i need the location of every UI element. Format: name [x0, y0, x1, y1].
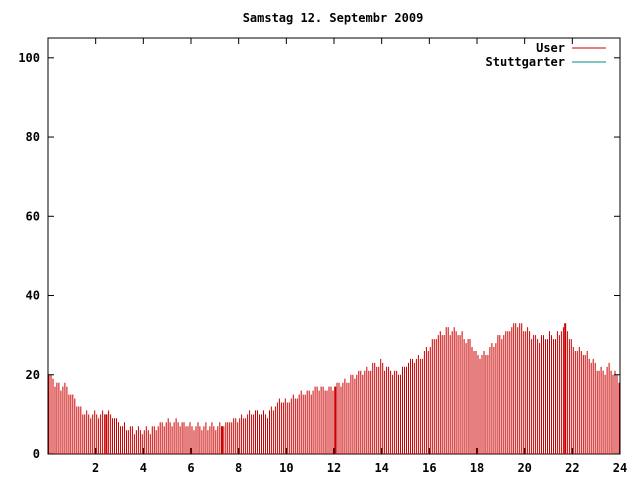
x-tick-label: 20: [517, 461, 531, 475]
legend-label-user: User: [536, 41, 565, 55]
x-tick-label: 2: [92, 461, 99, 475]
x-tick-label: 10: [279, 461, 293, 475]
x-tick-label: 8: [235, 461, 242, 475]
x-tick-label: 22: [565, 461, 579, 475]
legend-label-stuttgarter: Stuttgarter: [486, 55, 565, 69]
y-tick-label: 100: [18, 51, 40, 65]
x-tick-label: 12: [327, 461, 341, 475]
x-tick-label: 16: [422, 461, 436, 475]
chart-title: Samstag 12. Septembr 2009: [243, 11, 424, 25]
x-tick-label: 6: [187, 461, 194, 475]
user-bars: [48, 323, 620, 454]
y-tick-label: 60: [26, 209, 40, 223]
x-tick-label: 18: [470, 461, 484, 475]
highlight-bars: [105, 323, 567, 454]
x-tick-label: 4: [140, 461, 147, 475]
x-tick-label: 24: [613, 461, 627, 475]
y-tick-label: 40: [26, 289, 40, 303]
y-tick-label: 20: [26, 368, 40, 382]
y-tick-label: 80: [26, 130, 40, 144]
plot-frame: [47, 37, 621, 455]
legend: User Stuttgarter: [486, 41, 606, 69]
x-tick-label: 14: [374, 461, 388, 475]
x-axis: 2 4 6 8 10 12 14 16 18 20 22 24: [92, 38, 627, 475]
y-axis: 0 20 40 60 80 100: [18, 51, 620, 461]
y-tick-label: 0: [33, 447, 40, 461]
